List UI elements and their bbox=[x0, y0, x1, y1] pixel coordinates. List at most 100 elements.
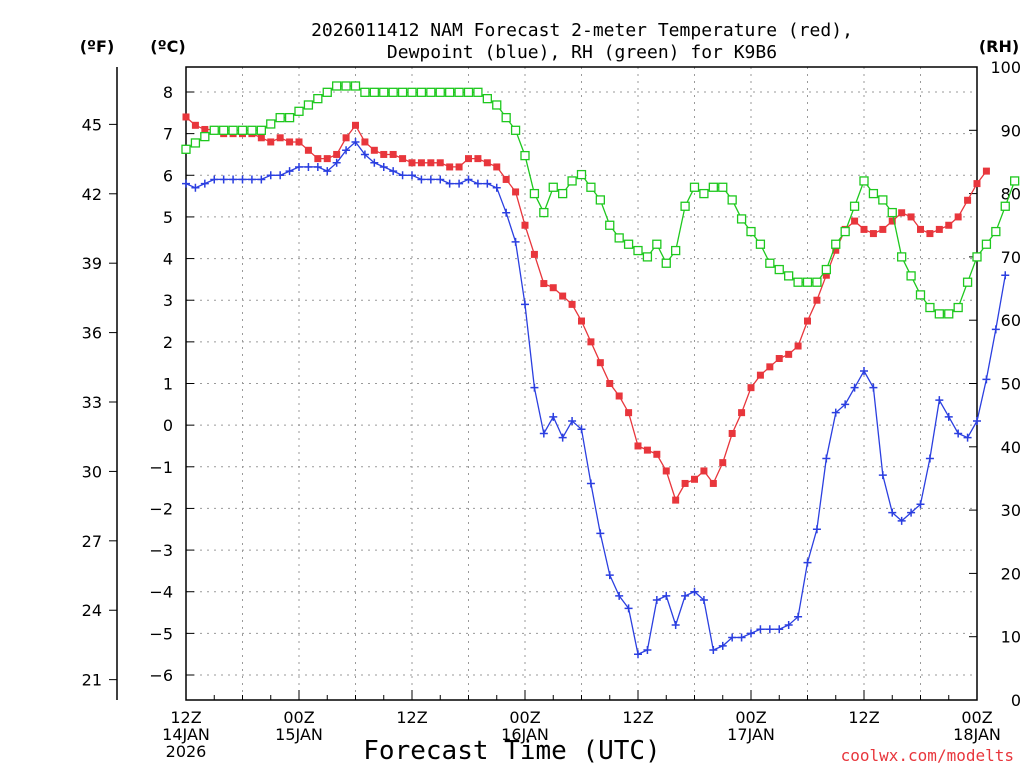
series-rh bbox=[181, 81, 1020, 319]
temperature-point bbox=[342, 134, 350, 142]
rh-point bbox=[614, 233, 624, 243]
rh-point bbox=[529, 188, 540, 199]
dewpoint-point bbox=[1001, 271, 1010, 280]
dewpoint-point bbox=[935, 396, 944, 405]
x-tick-label: 12Z bbox=[848, 708, 879, 727]
fahrenheit-tick-label: 24 bbox=[82, 601, 102, 620]
rh-point bbox=[416, 87, 427, 97]
dewpoint-point bbox=[897, 516, 906, 525]
rh-point bbox=[322, 87, 332, 97]
rh-point bbox=[689, 182, 700, 192]
rh-point bbox=[878, 195, 888, 205]
rh-point bbox=[539, 207, 549, 218]
rh-point bbox=[962, 277, 973, 287]
dewpoint-point bbox=[954, 429, 963, 438]
dewpoint-point bbox=[737, 633, 746, 642]
dewpoint-point bbox=[417, 175, 426, 184]
temperature-point bbox=[917, 225, 924, 233]
celsius-tick-label: 2 bbox=[163, 333, 173, 352]
rh-point bbox=[360, 87, 370, 97]
dewpoint-point bbox=[304, 162, 313, 171]
celsius-tick-label: −4 bbox=[149, 583, 173, 602]
temperature-point bbox=[314, 155, 322, 163]
dewpoint-point bbox=[803, 558, 812, 567]
rh-point bbox=[567, 176, 577, 186]
temperature-point bbox=[775, 355, 783, 363]
temperature-point bbox=[587, 338, 595, 346]
temperature-point bbox=[606, 380, 614, 387]
temperature-point bbox=[935, 225, 943, 233]
dewpoint-point bbox=[765, 625, 774, 634]
temperature-point bbox=[201, 125, 209, 133]
dewpoint-point bbox=[455, 179, 464, 188]
rh-point bbox=[200, 131, 210, 142]
dewpoint-point bbox=[907, 508, 916, 517]
dewpoint-point bbox=[784, 621, 793, 630]
rh-point bbox=[859, 176, 869, 186]
temperature-point bbox=[785, 350, 793, 358]
temperature-point bbox=[766, 363, 774, 371]
celsius-tick-label: 3 bbox=[163, 291, 173, 310]
fahrenheit-tick-label: 30 bbox=[82, 462, 102, 481]
dewpoint-point bbox=[530, 383, 539, 392]
temperature-point bbox=[691, 475, 698, 483]
temperature-point bbox=[907, 213, 915, 221]
x-axis-title: Forecast Time (UTC) bbox=[363, 736, 660, 766]
dewpoint-point bbox=[794, 612, 803, 621]
x-tick-label: 12Z bbox=[622, 708, 653, 727]
rh-point bbox=[849, 201, 860, 211]
fahrenheit-unit-label: (ºF) bbox=[80, 37, 115, 56]
temperature-point bbox=[182, 113, 190, 121]
x-tick-label: 17JAN bbox=[727, 725, 775, 744]
temperature-point bbox=[982, 167, 990, 175]
rh-point bbox=[831, 239, 841, 249]
temperature-point bbox=[945, 221, 953, 229]
rh-point bbox=[840, 226, 850, 237]
temperature-point bbox=[879, 225, 887, 233]
source-credit[interactable]: coolwx.com/modelts bbox=[841, 746, 1014, 765]
fahrenheit-tick-label: 42 bbox=[82, 185, 102, 204]
rh-point bbox=[426, 87, 436, 97]
dewpoint-point bbox=[436, 175, 445, 184]
rh-point bbox=[294, 106, 304, 116]
temperature-point bbox=[851, 217, 859, 225]
rh-point bbox=[247, 125, 257, 135]
celsius-tick-label: 7 bbox=[163, 125, 173, 144]
rh-point bbox=[369, 87, 379, 97]
dewpoint-point bbox=[398, 171, 407, 180]
dewpoint-point bbox=[210, 175, 219, 184]
rh-point bbox=[473, 87, 483, 97]
temperature-point bbox=[455, 163, 463, 171]
rh-tick-label: 10 bbox=[1001, 628, 1021, 647]
dewpoint-point bbox=[624, 604, 633, 613]
dewpoint-point bbox=[539, 429, 548, 438]
temperature-point bbox=[521, 221, 529, 229]
temperature-point bbox=[408, 159, 416, 167]
rh-point bbox=[680, 201, 690, 211]
dewpoint-point bbox=[266, 171, 275, 180]
chart-title-line-1: 2026011412 NAM Forecast 2-meter Temperat… bbox=[311, 20, 853, 41]
temperature-point bbox=[540, 280, 548, 288]
temperature-point bbox=[672, 496, 680, 504]
temperature-point bbox=[662, 467, 670, 475]
temperature-point bbox=[596, 359, 604, 367]
x-tick-label: 15JAN bbox=[275, 725, 323, 744]
temperature-point bbox=[898, 209, 906, 217]
rh-point bbox=[821, 264, 831, 275]
rh-point bbox=[275, 112, 285, 123]
rh-point bbox=[303, 100, 314, 110]
dewpoint-point bbox=[671, 621, 680, 630]
rh-point bbox=[802, 277, 813, 287]
rh-point bbox=[586, 182, 596, 192]
dewpoint-point bbox=[313, 162, 322, 171]
dewpoint-point bbox=[831, 408, 840, 417]
celsius-unit-label: (ºC) bbox=[150, 37, 185, 56]
temperature-point bbox=[512, 188, 520, 196]
dewpoint-line bbox=[185, 141, 1006, 656]
rh-point bbox=[991, 226, 1001, 237]
dewpoint-point bbox=[229, 175, 238, 184]
dewpoint-point bbox=[634, 650, 642, 659]
fahrenheit-tick-label: 21 bbox=[82, 671, 102, 690]
temperature-point bbox=[973, 180, 981, 188]
